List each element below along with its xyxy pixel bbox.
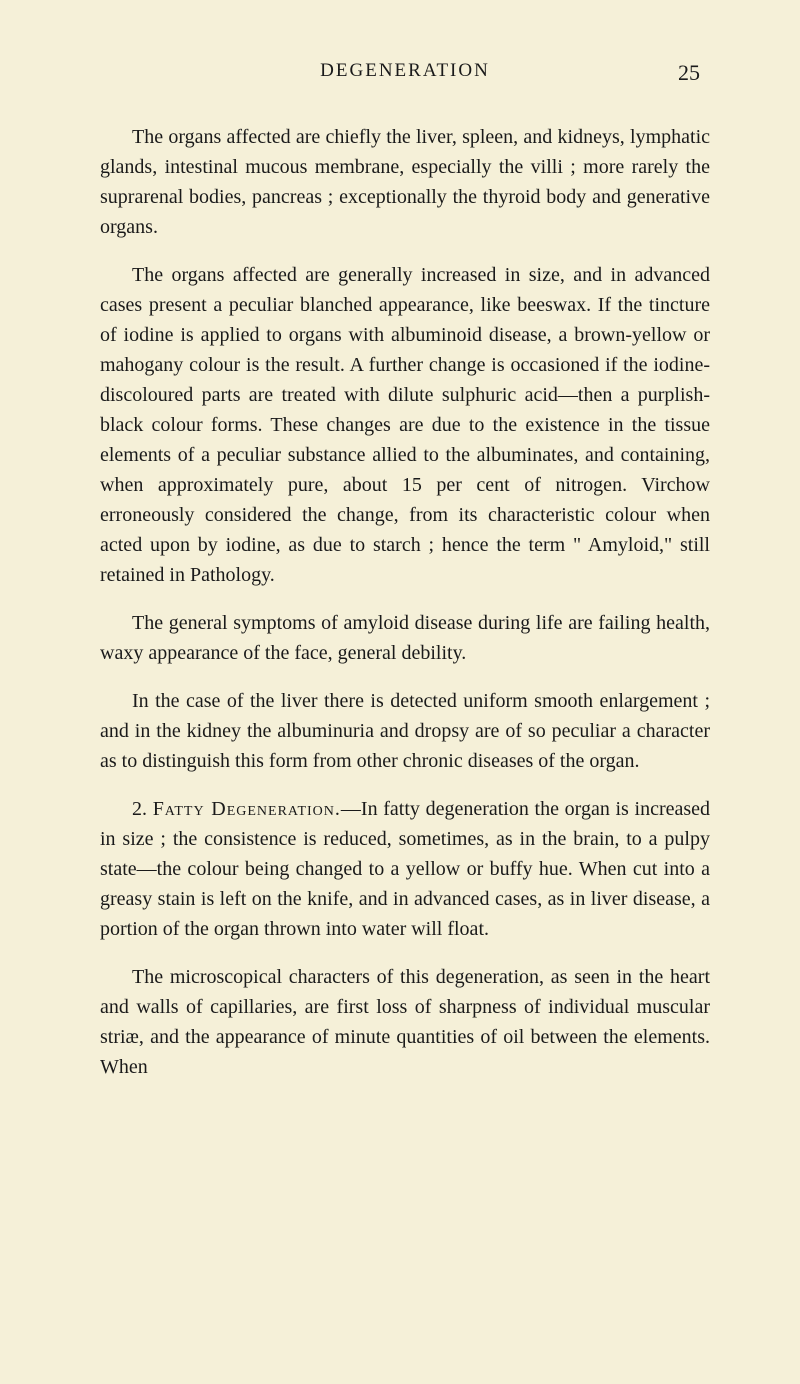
- paragraph-2: The organs affected are generally increa…: [100, 260, 710, 590]
- paragraph-5: 2. Fatty Degeneration.—In fatty degenera…: [100, 794, 710, 944]
- paragraph-3: The general symptoms of amyloid disease …: [100, 608, 710, 668]
- paragraph-6-text: The microscopical characters of this deg…: [100, 966, 710, 1078]
- paragraph-2-text: The organs affected are generally increa…: [100, 264, 710, 586]
- paragraph-1: The organs affected are chiefly the live…: [100, 122, 710, 242]
- paragraph-3-text: The general symptoms of amyloid disease …: [100, 612, 710, 664]
- paragraph-6: The microscopical characters of this deg…: [100, 962, 710, 1082]
- page-number: 25: [678, 60, 700, 86]
- paragraph-5-lead: 2.: [132, 798, 153, 820]
- paragraph-4: In the case of the liver there is detect…: [100, 686, 710, 776]
- page-header: DEGENERATION 25: [100, 60, 710, 82]
- paragraph-1-text: The organs affected are chiefly the live…: [100, 126, 710, 238]
- header-title: DEGENERATION: [120, 60, 690, 82]
- paragraph-5-heading: Fatty Degeneration.: [153, 798, 341, 820]
- paragraph-4-text: In the case of the liver there is detect…: [100, 690, 710, 772]
